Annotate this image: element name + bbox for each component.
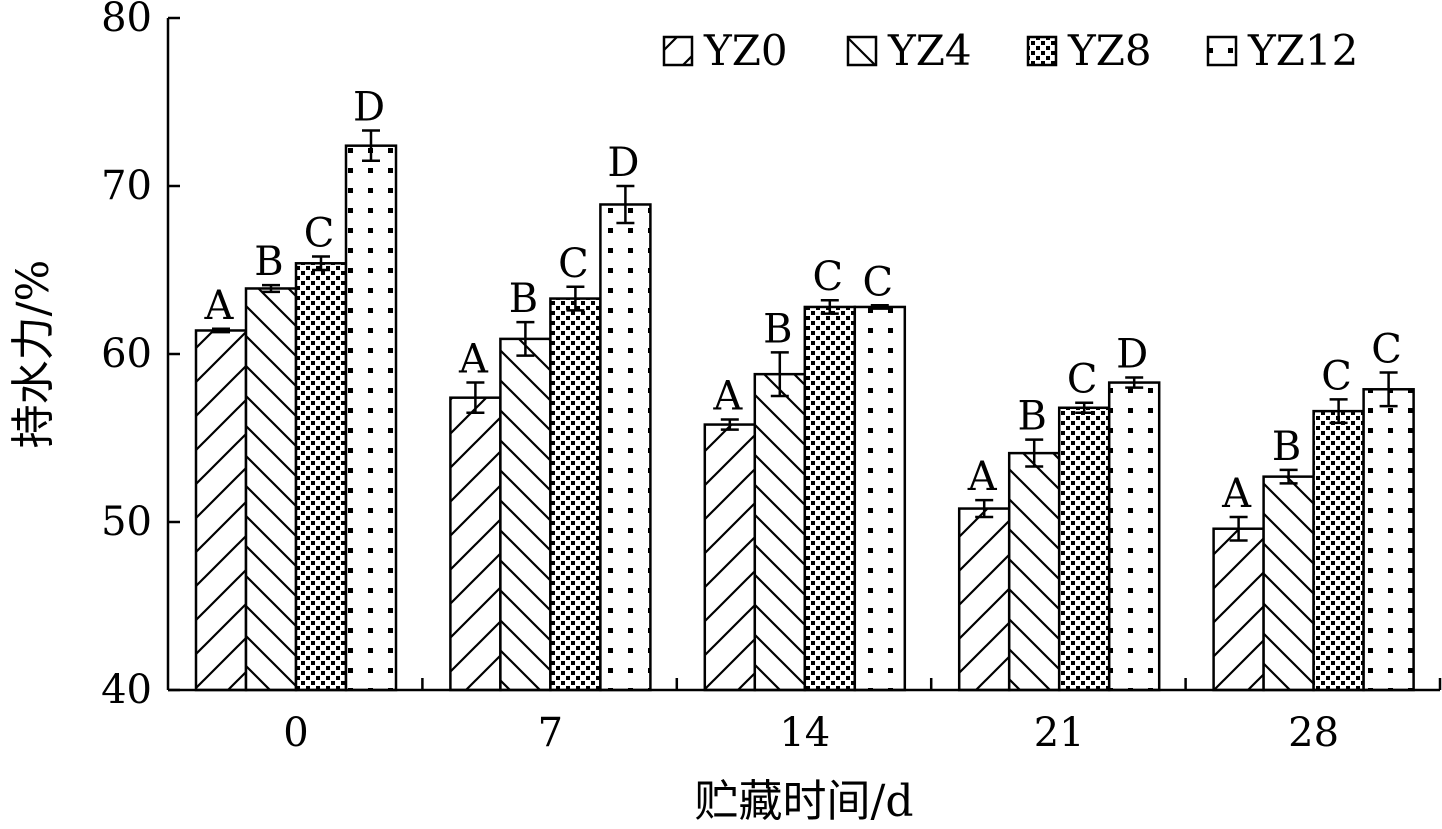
bar <box>1362 388 1415 692</box>
significance-label: D <box>607 140 639 186</box>
legend-swatch <box>1026 35 1058 67</box>
significance-label: D <box>353 85 385 131</box>
bar <box>1007 451 1061 692</box>
bar <box>703 423 757 692</box>
significance-label: C <box>304 211 335 257</box>
x-axis-title: 贮藏时间/d <box>695 776 914 827</box>
significance-label: C <box>558 241 589 287</box>
x-tick-label: 21 <box>1034 710 1085 756</box>
significance-label: A <box>204 283 235 329</box>
significance-label: B <box>763 306 792 352</box>
x-tick-label: 0 <box>283 710 308 756</box>
ticks-layer: 40 50 60 70 80 0 7 14 21 28 <box>101 0 1442 756</box>
bar <box>1057 406 1111 692</box>
bar <box>1107 381 1161 692</box>
bar <box>1212 527 1265 692</box>
y-tick-label: 60 <box>101 331 152 377</box>
significance-label: C <box>862 259 893 305</box>
significance-label: C <box>1371 326 1402 372</box>
bar <box>499 337 552 692</box>
significance-label: A <box>967 454 998 500</box>
bar <box>344 144 398 692</box>
bar <box>294 262 348 692</box>
legend-label: YZ8 <box>1067 26 1152 75</box>
legend-label: YZ0 <box>703 26 788 75</box>
legend-swatch <box>662 35 694 67</box>
bar <box>957 507 1011 692</box>
significance-label: B <box>254 239 283 285</box>
y-tick-label: 50 <box>101 499 152 545</box>
bar <box>599 203 652 692</box>
significance-label: B <box>509 276 538 322</box>
significance-label: B <box>1272 424 1301 470</box>
legend: YZ0 YZ4 YZ8 YZ12 <box>662 26 1358 75</box>
legend-swatch <box>1206 35 1238 67</box>
significance-label: B <box>1017 394 1046 440</box>
legend-label: YZ4 <box>887 26 972 75</box>
bar <box>194 329 248 692</box>
x-tick-label: 28 <box>1288 710 1339 756</box>
bar <box>549 297 602 692</box>
bar <box>1262 475 1315 692</box>
y-tick-label: 40 <box>101 667 152 713</box>
y-tick-label: 70 <box>101 163 152 209</box>
bar <box>803 305 857 692</box>
y-tick-label: 80 <box>101 0 152 41</box>
bar <box>753 372 807 692</box>
legend-label: YZ12 <box>1247 26 1358 75</box>
significance-label: D <box>1116 332 1148 378</box>
significance-label: C <box>812 254 843 300</box>
y-axis-title: 持水力/% <box>8 260 59 449</box>
significance-label: C <box>1321 353 1352 399</box>
legend-swatch <box>846 35 878 67</box>
bar <box>244 287 298 692</box>
significance-label: A <box>712 374 743 420</box>
significance-label: A <box>458 337 489 383</box>
x-tick-label: 14 <box>779 710 830 756</box>
significance-label: C <box>1067 357 1098 403</box>
bar <box>449 396 502 692</box>
significance-label: A <box>1221 471 1252 517</box>
bar <box>853 305 907 692</box>
bar <box>1312 409 1365 692</box>
x-tick-label: 7 <box>538 710 563 756</box>
